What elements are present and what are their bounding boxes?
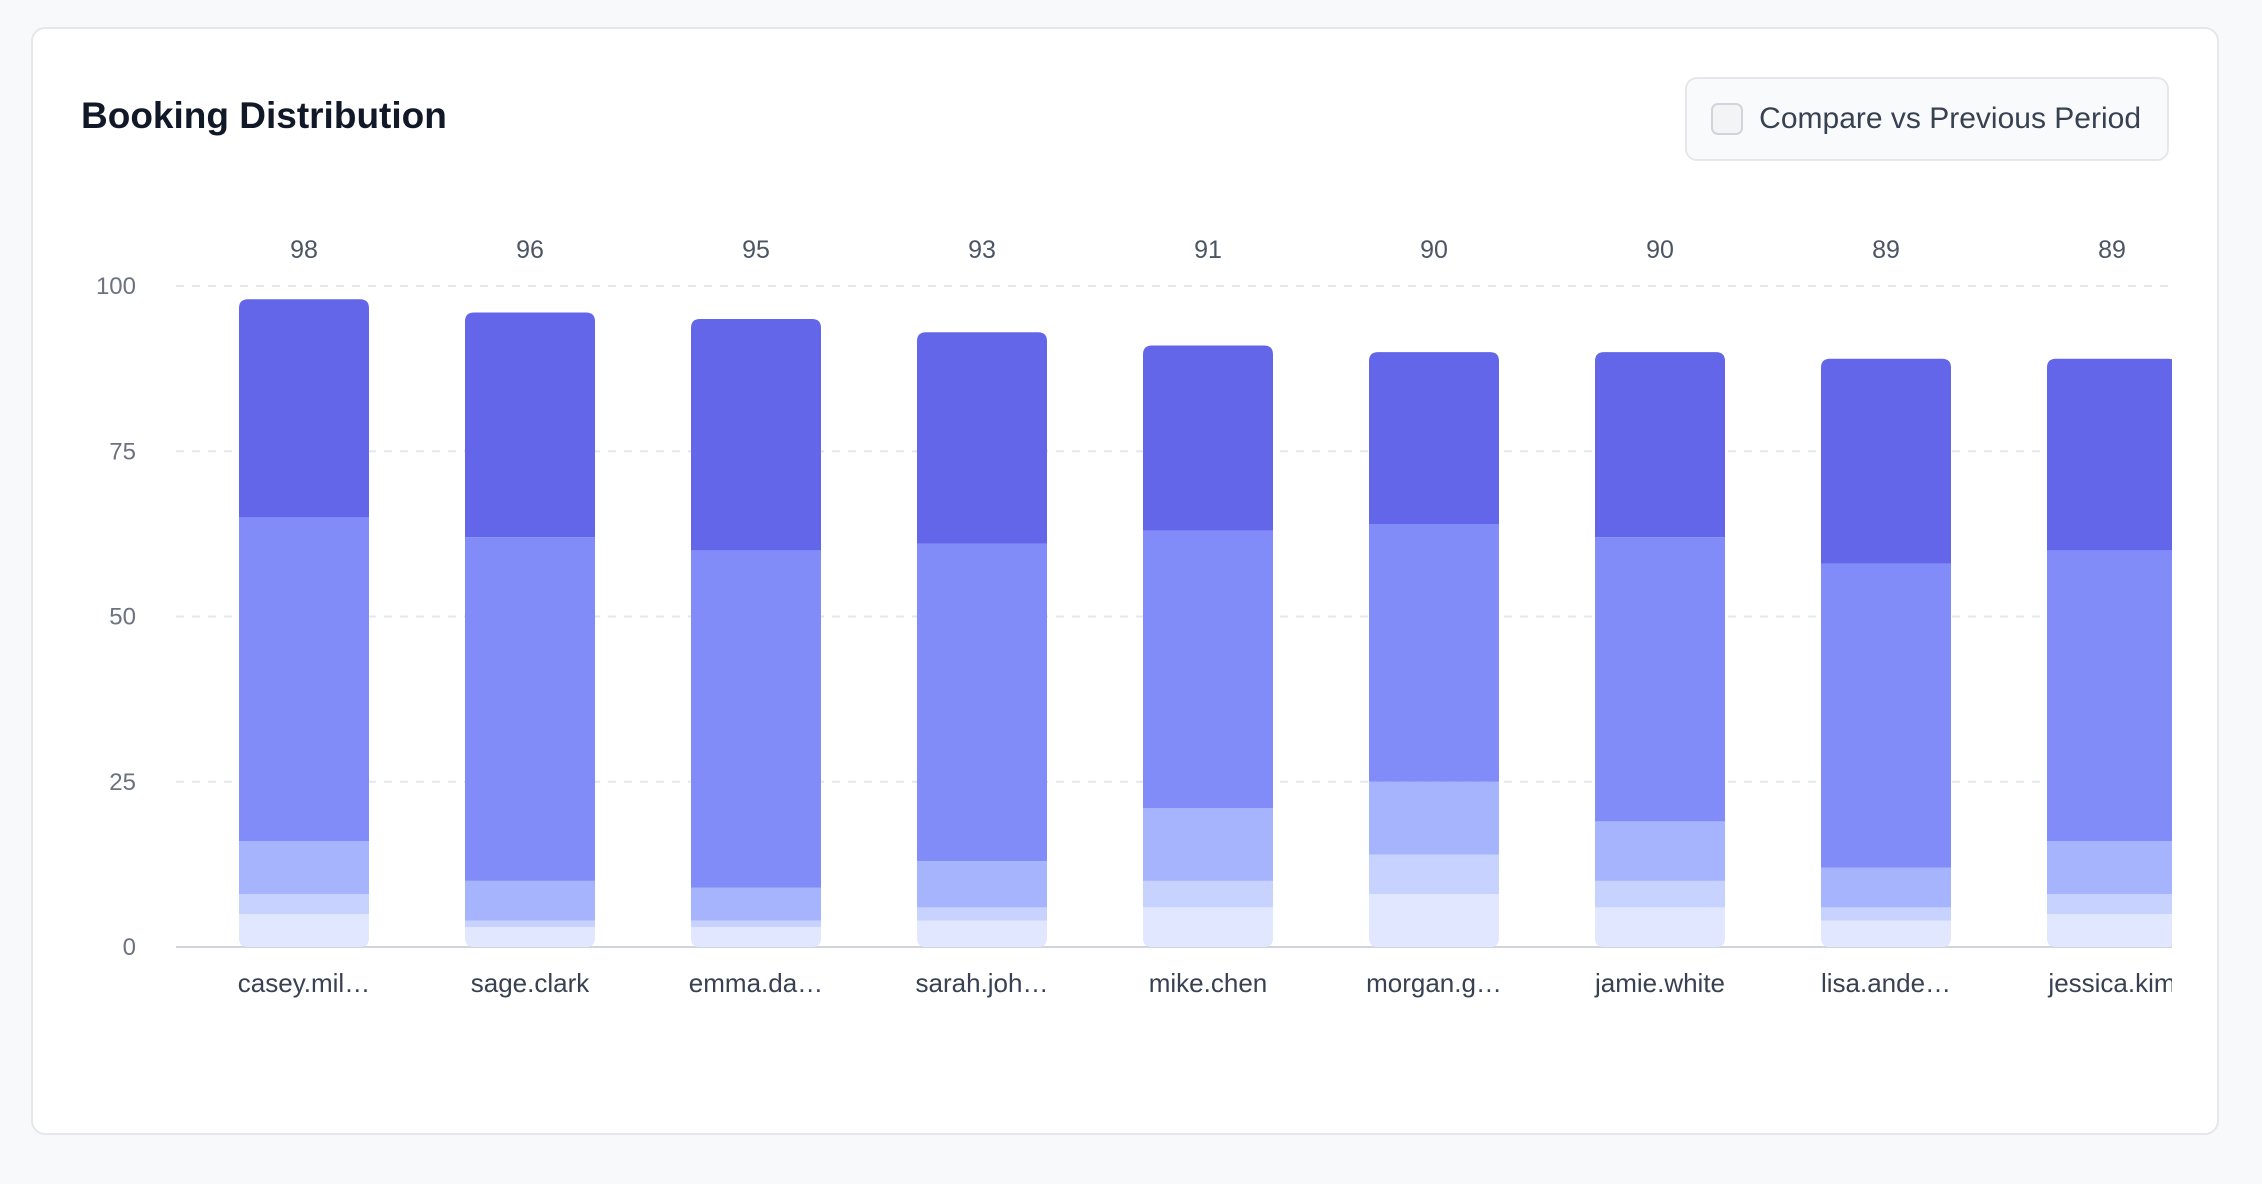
bars: [239, 299, 2172, 947]
bar-segment: [1369, 523, 1499, 782]
y-tick-label: 50: [109, 604, 136, 631]
bar-segment: [239, 841, 369, 895]
bar-labels: 98 casey.mil… 96 sage.clark 95 emma.da… 93 sara…: [238, 236, 2175, 998]
bar-total-label: 91: [1194, 236, 1222, 264]
y-tick-label: 25: [109, 769, 136, 796]
x-category-label: sage.clark: [471, 968, 590, 998]
bar-segment: [239, 894, 369, 914]
bar-total-label: 93: [968, 236, 996, 264]
card-title: Booking Distribution: [81, 95, 447, 136]
bar-segment: [691, 319, 821, 551]
bar-total-label: 89: [1872, 236, 1900, 264]
y-tick-label: 75: [109, 438, 136, 465]
bar-segment: [1369, 781, 1499, 855]
bar-segment: [1369, 352, 1499, 524]
bar-segment: [465, 312, 595, 538]
bar-total-label: 96: [516, 236, 544, 264]
bar-segment: [1143, 530, 1273, 809]
bar-segment: [2047, 841, 2172, 895]
bar-segment: [1821, 867, 1951, 908]
bar-segment: [239, 299, 369, 518]
bar-segment: [1595, 907, 1725, 947]
bar-segment: [691, 887, 821, 921]
bar-total-label: 98: [290, 236, 318, 264]
bar-segment: [1595, 880, 1725, 908]
bar-total-label: 90: [1420, 236, 1448, 264]
bar-segment: [465, 927, 595, 947]
bar-segment: [691, 920, 821, 928]
x-category-label: jamie.white: [1594, 968, 1725, 998]
bar-segment: [1821, 563, 1951, 868]
bar-segment: [917, 907, 1047, 921]
bar-segment: [1143, 345, 1273, 531]
bar-segment: [2047, 894, 2172, 914]
bar-segment: [239, 913, 369, 947]
x-category-label: jessica.kim: [2047, 968, 2175, 998]
x-category-label: mike.chen: [1149, 968, 1268, 998]
bar-segment: [2047, 550, 2172, 842]
compare-label: Compare vs Previous Period: [1759, 102, 2141, 135]
x-category-label: sarah.joh…: [916, 968, 1049, 998]
bar-segment: [1595, 821, 1725, 881]
x-category-label: morgan.g…: [1366, 968, 1502, 998]
bar-segment: [465, 920, 595, 928]
bar-segment: [917, 332, 1047, 544]
bar-segment: [1821, 358, 1951, 564]
bar-segment: [917, 543, 1047, 862]
bar-segment: [1369, 894, 1499, 947]
bar-segment: [1821, 920, 1951, 947]
bar-segment: [2047, 358, 2172, 551]
bar-segment: [1595, 352, 1725, 538]
bar-segment: [465, 880, 595, 921]
bar-total-label: 95: [742, 236, 770, 264]
y-tick-label: 100: [96, 273, 136, 300]
compare-previous-period-toggle[interactable]: Compare vs Previous Period: [1685, 77, 2169, 161]
bar-segment: [1821, 907, 1951, 921]
bar-segment: [1143, 880, 1273, 908]
x-category-label: lisa.ande…: [1821, 968, 1951, 998]
bar-segment: [917, 920, 1047, 947]
bar-segment: [1143, 907, 1273, 947]
compare-checkbox[interactable]: [1711, 103, 1744, 135]
bar-total-label: 90: [1646, 236, 1674, 264]
bar-segment: [1595, 537, 1725, 822]
bar-segment: [691, 927, 821, 947]
x-category-label: casey.mil…: [238, 968, 370, 998]
bar-segment: [1369, 854, 1499, 895]
bar-segment: [2047, 913, 2172, 947]
y-tick-label: 0: [123, 934, 136, 961]
bar-segment: [1143, 808, 1273, 881]
bar-segment: [465, 537, 595, 881]
y-axis: 0 25 50 75 100: [96, 273, 136, 961]
bar-segment: [691, 550, 821, 888]
x-category-label: emma.da…: [689, 968, 823, 998]
bar-segment: [239, 517, 369, 842]
bar-total-label: 89: [2098, 236, 2126, 264]
bar-segment: [917, 861, 1047, 908]
